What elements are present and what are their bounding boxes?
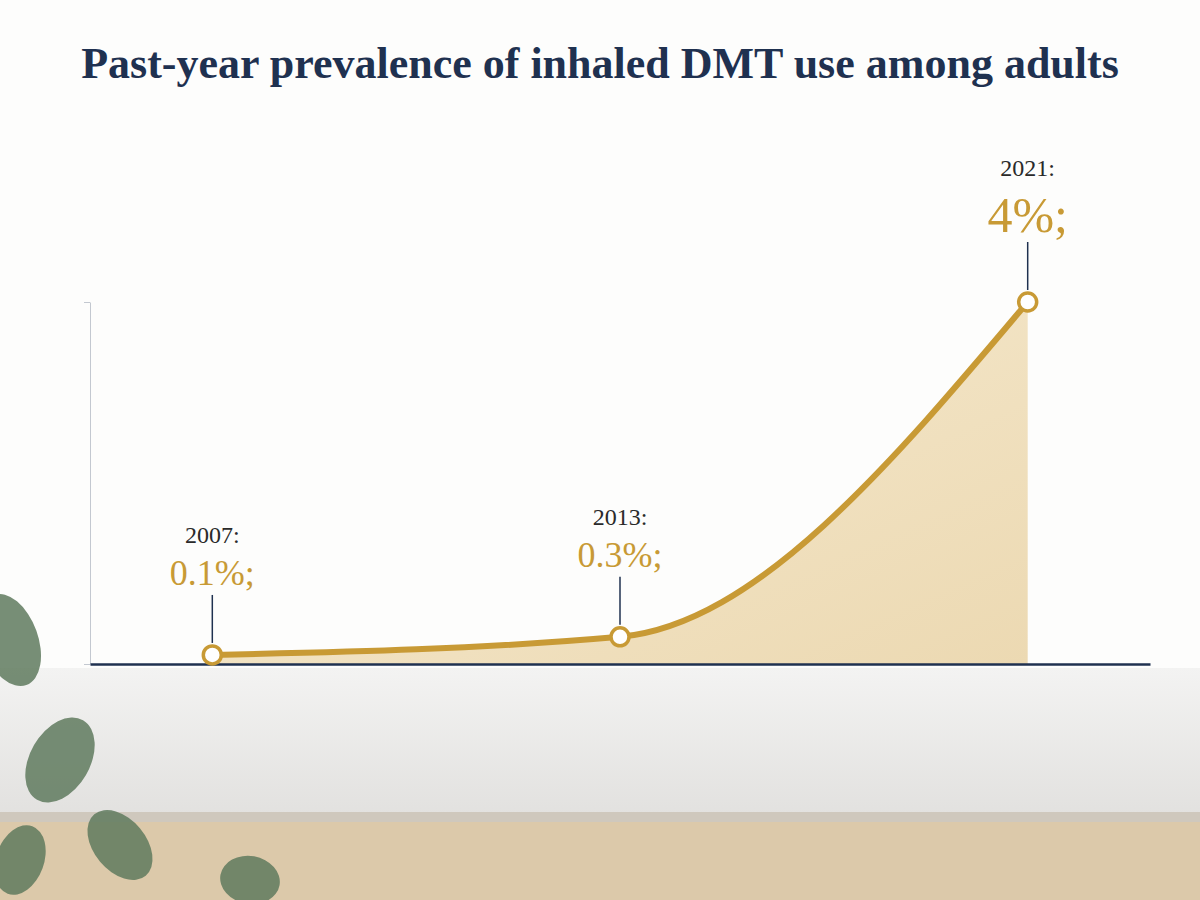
wood	[0, 822, 1200, 900]
wall	[0, 0, 1200, 900]
leader-line	[619, 577, 621, 625]
title: Past-year prevalence of inhaled DMT use …	[81, 39, 1119, 88]
leaf	[0, 818, 55, 900]
data-label: 4%;	[987, 187, 1068, 243]
marker	[203, 646, 221, 664]
y-tick-mark	[84, 302, 90, 303]
chart: Past-year prevalence of inhaled DMT use …	[0, 0, 1200, 900]
data-label: 0.3%;	[578, 535, 663, 575]
leaf	[74, 798, 165, 893]
marker	[611, 628, 629, 646]
labels: 0.1%; 2007: 0.3%; 2013: 4%; 2021:	[170, 155, 1068, 643]
x-axis	[91, 664, 1151, 665]
area	[212, 302, 1027, 664]
leader-line	[1027, 242, 1029, 290]
data-label: 0.1%;	[170, 553, 255, 593]
y-tick-mark	[84, 664, 90, 665]
background	[0, 0, 1200, 900]
y-tick	[84, 302, 90, 303]
y-axis-line	[90, 303, 91, 665]
y-axis	[84, 303, 91, 665]
plot-lines	[203, 293, 1036, 664]
table-edge	[0, 812, 1200, 822]
marker	[1019, 293, 1037, 311]
leaf	[11, 705, 109, 815]
x-axis-line	[91, 663, 1151, 666]
category-label: 2021:	[1000, 155, 1055, 181]
leaf	[216, 851, 283, 900]
table-top	[0, 668, 1200, 816]
category-label: 2007:	[185, 522, 240, 548]
line	[212, 302, 1027, 655]
plot-area	[212, 302, 1027, 664]
leaf	[0, 585, 53, 694]
category-label: 2013:	[593, 504, 648, 530]
leader-line	[212, 595, 214, 643]
y-tick	[84, 664, 90, 665]
